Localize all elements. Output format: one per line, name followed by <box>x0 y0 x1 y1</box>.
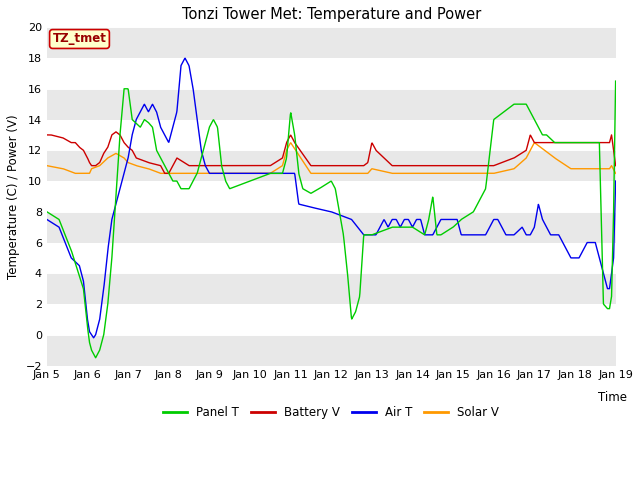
Bar <box>47 27 616 58</box>
Y-axis label: Temperature (C) / Power (V): Temperature (C) / Power (V) <box>7 114 20 279</box>
Bar <box>47 335 616 366</box>
Text: TZ_tmet: TZ_tmet <box>52 33 106 46</box>
Bar <box>47 181 616 212</box>
X-axis label: Time: Time <box>598 391 627 404</box>
Title: Tonzi Tower Met: Temperature and Power: Tonzi Tower Met: Temperature and Power <box>182 7 481 22</box>
Bar <box>47 212 616 242</box>
Bar <box>47 273 616 304</box>
Bar <box>47 242 616 273</box>
Bar <box>47 304 616 335</box>
Bar <box>47 150 616 181</box>
Legend: Panel T, Battery V, Air T, Solar V: Panel T, Battery V, Air T, Solar V <box>159 401 504 424</box>
Bar <box>47 58 616 89</box>
Bar <box>47 120 616 150</box>
Bar <box>47 89 616 120</box>
